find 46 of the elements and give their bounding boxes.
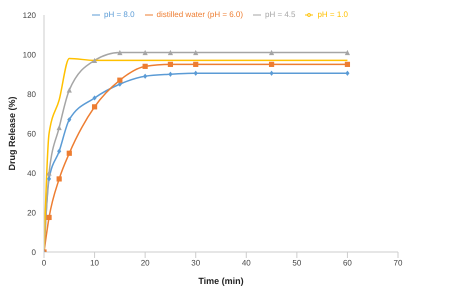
x-tick-label: 40 [242,258,252,268]
y-tick-label: 0 [32,248,37,257]
point [142,64,148,69]
point [142,50,148,56]
x-tick-label: 20 [140,258,150,268]
point [117,78,122,83]
y-tick-label: 40 [27,168,37,178]
legend-label: pH = 4.5 [265,10,296,19]
point [344,62,350,67]
point [168,62,174,67]
y-tick-label: 80 [27,90,37,99]
y-tick-label: 20 [27,208,37,218]
point [66,87,72,93]
point [56,176,62,182]
point [46,176,52,182]
x-axis-title: Time (min) [198,276,244,286]
point [193,50,198,56]
legend-label: pH = 1.0 [317,10,348,19]
x-tick-label: 10 [90,258,100,268]
x-tick-label: 70 [394,258,403,268]
legend-label: distilled water (pH = 6.0) [156,10,243,19]
y-axis-title: Drug Release (%) [7,96,18,171]
point [194,70,198,76]
y-tick-label: 100 [22,50,37,60]
x-tick-label: 0 [42,258,47,268]
point [92,95,97,101]
legend-label: pH = 8.0 [104,10,135,19]
y-tick-label: 120 [22,10,37,20]
point [268,62,274,67]
point [168,72,173,77]
x-tick-label: 60 [342,258,352,268]
point [344,50,350,56]
point [66,150,72,156]
point [46,214,52,220]
point [168,50,174,56]
x-tick-label: 30 [191,258,201,268]
point [57,148,62,154]
x-tick-label: 50 [292,258,302,268]
point [268,50,274,56]
point [67,117,72,122]
point [92,104,98,110]
point [143,74,148,79]
y-tick-label: 60 [27,129,37,138]
point [117,50,122,56]
point [92,58,98,64]
point [193,62,198,67]
